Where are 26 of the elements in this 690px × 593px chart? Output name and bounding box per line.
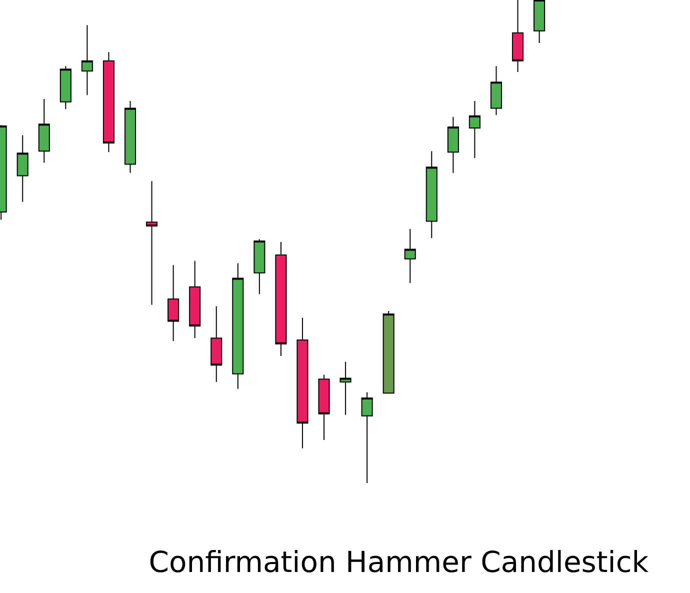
candlestick <box>296 317 308 449</box>
candlestick <box>81 24 93 96</box>
candlestick <box>340 361 352 416</box>
candlestick <box>210 306 222 383</box>
candlestick <box>275 241 287 356</box>
candlestick <box>232 262 244 390</box>
candlestick <box>124 100 136 174</box>
candlestick <box>254 238 266 295</box>
candlestick <box>102 52 114 153</box>
candlestick <box>318 374 330 441</box>
candlestick <box>490 66 502 116</box>
candlestick <box>16 134 28 202</box>
candlestick <box>189 260 201 339</box>
candlestick <box>404 228 416 284</box>
candlestick <box>382 310 394 394</box>
candlestick <box>38 98 50 164</box>
candlestick <box>426 150 438 239</box>
candlestick <box>534 0 546 44</box>
candlestick <box>361 392 373 483</box>
candlestick <box>512 0 524 72</box>
candlestick <box>146 180 158 306</box>
text: Confirmation Hammer Candlestick <box>148 545 649 580</box>
candlestick <box>447 116 459 174</box>
candlestick <box>168 264 180 342</box>
candlestick <box>468 100 480 158</box>
candlestick <box>60 66 72 110</box>
